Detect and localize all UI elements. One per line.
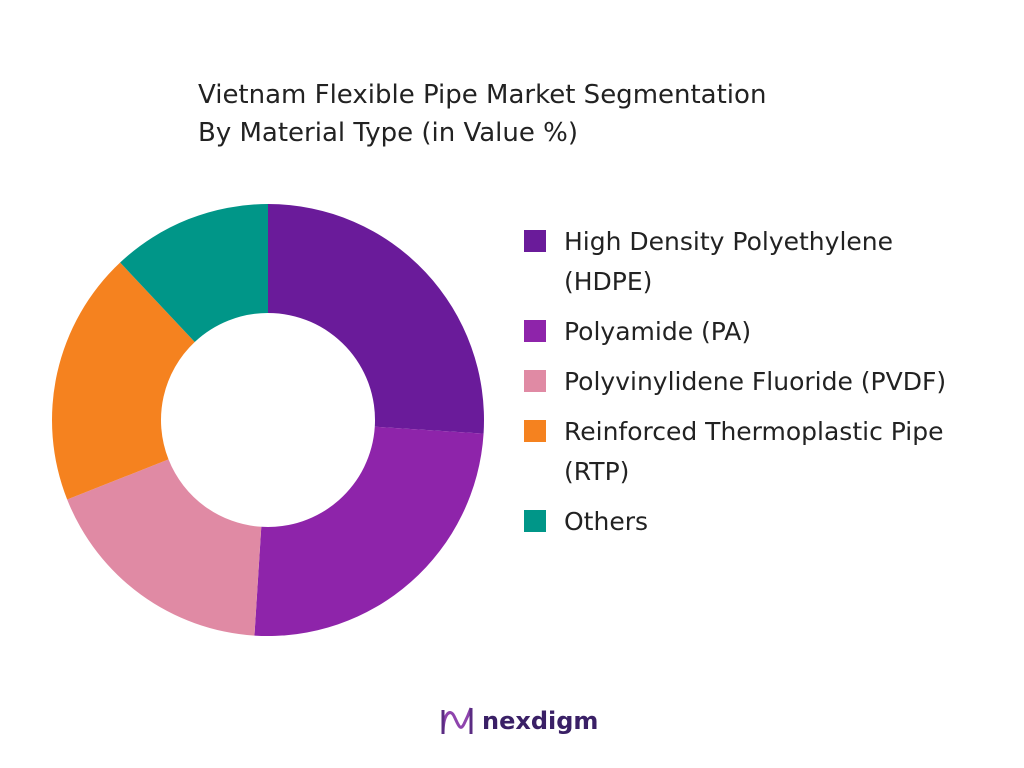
legend-swatch — [524, 420, 546, 442]
legend-swatch — [524, 510, 546, 532]
subtitle-line: By Material Type (in Value %) — [198, 118, 578, 148]
legend-label: Others — [564, 507, 649, 536]
legend-swatch — [524, 320, 546, 342]
logo-icon — [441, 707, 473, 735]
legend-item: Polyamide (PA) — [524, 312, 994, 352]
legend-label: Polyvinylidene Fluoride (PVDF) — [564, 367, 947, 396]
logo: nexdigm — [440, 704, 598, 738]
title-line: Vietnam Flexible Pipe Market Segmentatio… — [198, 80, 767, 110]
logo-text: nexdigm — [482, 707, 599, 735]
donut-slice — [268, 204, 484, 434]
legend-swatch — [524, 230, 546, 252]
legend-item: High Density Polyethylene (HDPE) — [524, 222, 994, 302]
legend-item: Reinforced Thermoplastic Pipe (RTP) — [524, 412, 994, 492]
legend-swatch — [524, 370, 546, 392]
legend-label: Polyamide (PA) — [564, 317, 752, 346]
legend: High Density Polyethylene (HDPE) Polyamid… — [524, 222, 994, 552]
legend-item: Others — [524, 502, 994, 542]
legend-label: Reinforced Thermoplastic Pipe (RTP) — [564, 417, 944, 486]
legend-item: Polyvinylidene Fluoride (PVDF) — [524, 362, 994, 402]
donut-slice — [52, 262, 195, 500]
chart-title: Vietnam Flexible Pipe Market Segmentatio… — [198, 76, 766, 152]
donut-slice — [67, 459, 262, 636]
legend-label: High Density Polyethylene (HDPE) — [564, 227, 893, 296]
donut-slice — [254, 426, 484, 636]
donut-slice — [120, 204, 269, 343]
